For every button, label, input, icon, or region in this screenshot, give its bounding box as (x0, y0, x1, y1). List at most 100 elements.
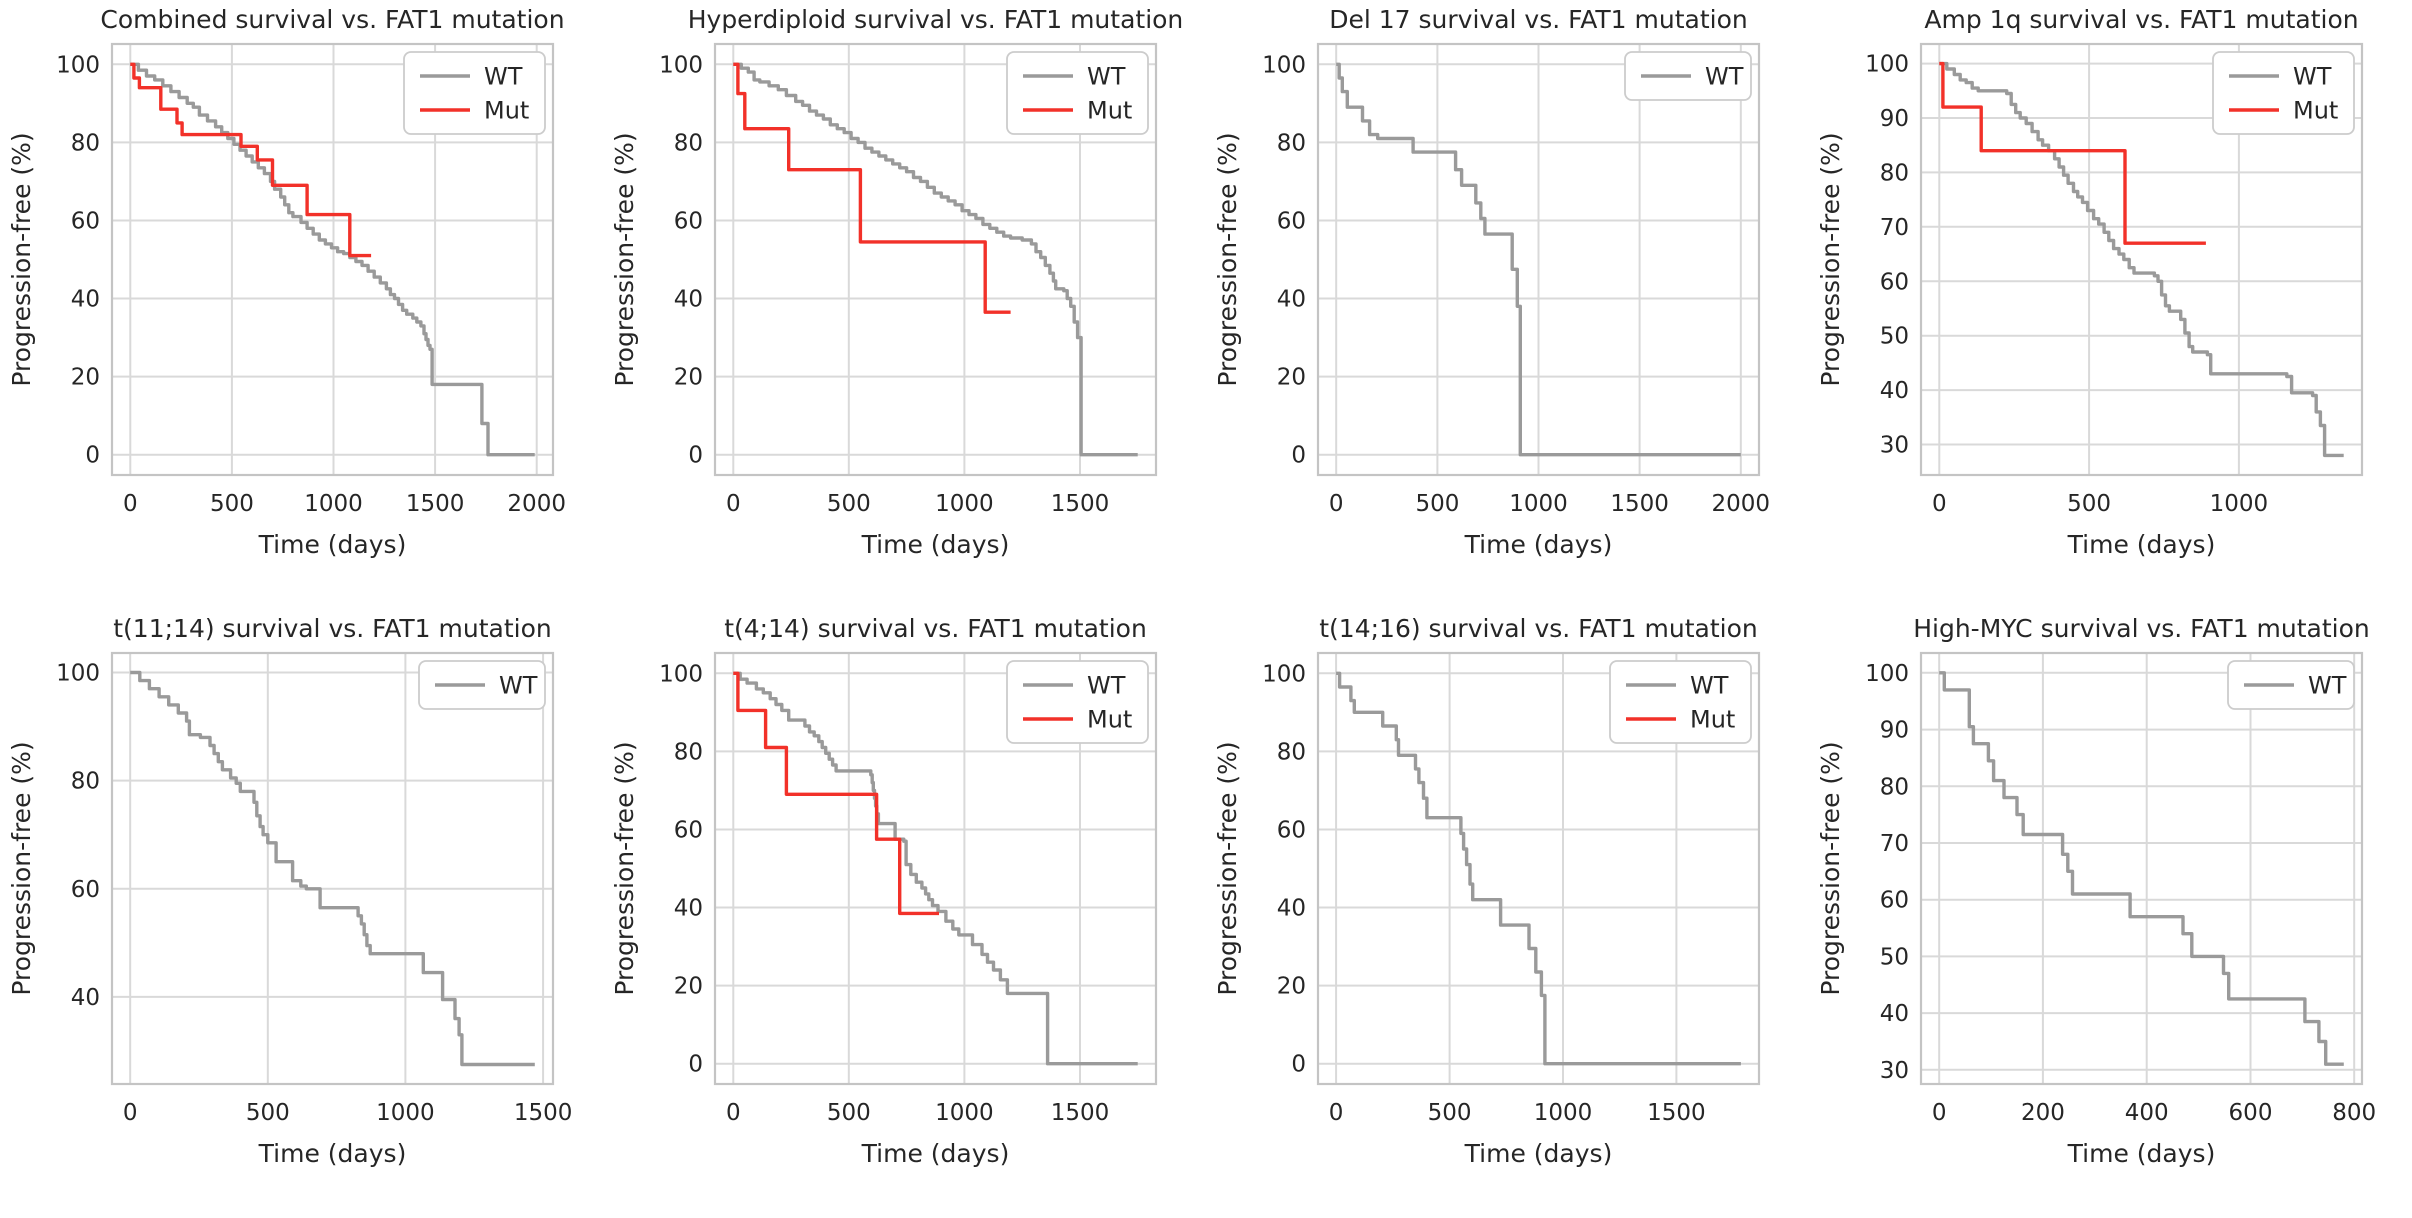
mut-curve (733, 62, 1011, 314)
svg-text:1000: 1000 (935, 1100, 994, 1126)
svg-text:40: 40 (71, 985, 100, 1011)
subplot-high-myc: WT High-MYC survival vs. FAT1 mutation 0 20… (1809, 609, 2412, 1218)
svg-text:80: 80 (1880, 160, 1909, 186)
legend-label-mut: Mut (1087, 706, 1132, 734)
y-axis-label: Progression-free (%) (1816, 132, 1845, 386)
svg-text:50: 50 (1880, 324, 1909, 350)
svg-text:2000: 2000 (507, 491, 566, 517)
svg-text:0: 0 (1932, 491, 1947, 517)
svg-text:80: 80 (71, 130, 100, 156)
axes-frame (1919, 42, 2364, 477)
wt-curve (130, 62, 535, 457)
wt-curve (1939, 61, 2344, 458)
x-tick-labels: 0 500 1000 1500 (123, 1100, 572, 1126)
svg-text:0: 0 (123, 1100, 138, 1126)
svg-text:20: 20 (1277, 365, 1306, 391)
subplot-combined: WT Mut Combined survival vs. FAT1 mutation… (0, 0, 603, 609)
svg-text:20: 20 (71, 365, 100, 391)
subplot-hyperdiploid: WT Mut Hyperdiploid survival vs. FAT1 muta… (603, 0, 1206, 609)
chart-title: Combined survival vs. FAT1 mutation (100, 5, 564, 34)
svg-text:60: 60 (71, 209, 100, 235)
chart-title: Amp 1q survival vs. FAT1 mutation (1924, 5, 2358, 34)
svg-text:1000: 1000 (1534, 1100, 1593, 1126)
subplot-t11-14: WT t(11;14) survival vs. FAT1 mutation 0 50… (0, 609, 603, 1218)
svg-text:200: 200 (2021, 1100, 2065, 1126)
gridlines (715, 653, 1156, 1084)
axes-frame (713, 651, 1158, 1086)
legend-label-mut: Mut (1690, 706, 1735, 734)
x-tick-labels: 0 500 1000 1500 (726, 491, 1109, 517)
legend: WT (1624, 51, 1752, 101)
x-axis-label: Time (days) (2067, 530, 2216, 559)
legend: WT (418, 660, 546, 710)
chart-canvas-t14-16: WT Mut t(14;16) survival vs. FAT1 mutation… (1213, 614, 1761, 1168)
legend: WT Mut (1006, 660, 1149, 744)
gridlines (1318, 44, 1759, 475)
y-tick-labels: 40 60 80 100 (56, 661, 100, 1011)
svg-text:20: 20 (1277, 974, 1306, 1000)
svg-text:1500: 1500 (1610, 491, 1669, 517)
svg-text:100: 100 (56, 52, 100, 78)
svg-text:0: 0 (85, 443, 100, 469)
y-axis-label: Progression-free (%) (7, 741, 36, 995)
svg-text:80: 80 (1277, 739, 1306, 765)
y-axis-label: Progression-free (%) (610, 741, 639, 995)
axes-frame (713, 42, 1158, 477)
chart-canvas-combined: WT Mut Combined survival vs. FAT1 mutation… (7, 5, 566, 559)
chart-title: t(4;14) survival vs. FAT1 mutation (724, 614, 1147, 643)
svg-text:500: 500 (827, 491, 871, 517)
svg-text:0: 0 (726, 491, 741, 517)
svg-text:600: 600 (2229, 1100, 2273, 1126)
svg-text:100: 100 (1865, 661, 1909, 687)
svg-text:40: 40 (1880, 1001, 1909, 1027)
wt-curve (1336, 62, 1741, 457)
svg-text:100: 100 (659, 661, 703, 687)
y-tick-labels: 0 20 40 60 80 100 (1262, 661, 1306, 1077)
svg-text:400: 400 (2125, 1100, 2169, 1126)
gridlines (1921, 653, 2362, 1084)
svg-text:60: 60 (1880, 269, 1909, 295)
svg-text:90: 90 (1880, 718, 1909, 744)
svg-text:2000: 2000 (1712, 491, 1771, 517)
legend: WT Mut (1609, 660, 1752, 744)
x-tick-labels: 0 500 1000 (1932, 491, 2268, 517)
svg-text:0: 0 (1291, 1052, 1306, 1078)
y-axis-label: Progression-free (%) (1213, 741, 1242, 995)
svg-text:0: 0 (123, 491, 138, 517)
svg-text:0: 0 (726, 1100, 741, 1126)
svg-text:500: 500 (246, 1100, 290, 1126)
gridlines (1318, 653, 1759, 1084)
svg-text:60: 60 (674, 209, 703, 235)
svg-text:1000: 1000 (935, 491, 994, 517)
mut-curve (733, 671, 939, 916)
svg-text:0: 0 (688, 443, 703, 469)
x-axis-label: Time (days) (1464, 1139, 1613, 1168)
x-tick-labels: 0 500 1000 1500 2000 (1329, 491, 1770, 517)
svg-text:500: 500 (210, 491, 254, 517)
svg-text:80: 80 (71, 769, 100, 795)
y-axis-label: Progression-free (%) (1816, 741, 1845, 995)
x-tick-labels: 0 200 400 600 800 (1932, 1100, 2376, 1126)
svg-text:0: 0 (1329, 491, 1344, 517)
svg-text:100: 100 (1865, 52, 1909, 78)
svg-text:1000: 1000 (2210, 491, 2269, 517)
svg-text:50: 50 (1880, 944, 1909, 970)
svg-text:80: 80 (674, 130, 703, 156)
svg-text:70: 70 (1880, 215, 1909, 241)
x-axis-label: Time (days) (1464, 530, 1613, 559)
svg-text:60: 60 (71, 877, 100, 903)
y-axis-label: Progression-free (%) (610, 132, 639, 386)
svg-text:1000: 1000 (304, 491, 363, 517)
svg-text:0: 0 (1932, 1100, 1947, 1126)
svg-text:40: 40 (1277, 896, 1306, 922)
svg-text:0: 0 (1329, 1100, 1344, 1126)
svg-text:1500: 1500 (1051, 491, 1110, 517)
svg-text:100: 100 (1262, 52, 1306, 78)
chart-canvas-t11-14: WT t(11;14) survival vs. FAT1 mutation 0 50… (7, 614, 572, 1168)
x-axis-label: Time (days) (2067, 1139, 2216, 1168)
svg-text:30: 30 (1880, 433, 1909, 459)
axes-frame (110, 42, 555, 477)
svg-text:500: 500 (1428, 1100, 1472, 1126)
axes-frame (110, 651, 555, 1086)
